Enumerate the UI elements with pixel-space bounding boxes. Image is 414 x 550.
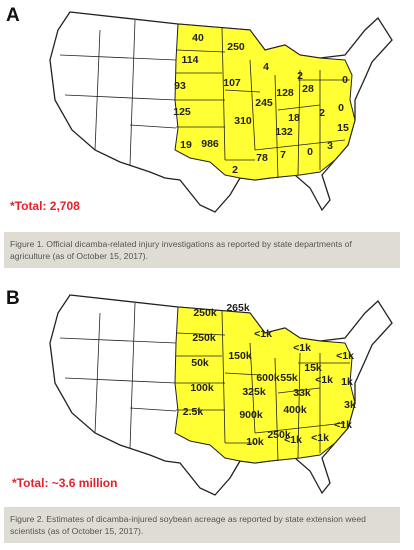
state-label: 2	[232, 164, 238, 176]
panel-letter: B	[6, 288, 20, 309]
state-label: 986	[201, 138, 219, 150]
us-map	[49, 294, 393, 496]
panel-letter: A	[6, 5, 20, 26]
state-label: 4	[263, 61, 269, 73]
state-label: 600k	[256, 372, 280, 384]
caption: Figure 2. Estimates of dicamba-injured s…	[4, 507, 400, 543]
state-label: 55k	[280, 372, 298, 384]
state-label: 310	[234, 115, 252, 127]
state-label: 107	[223, 77, 241, 89]
state-label: 15k	[304, 362, 322, 374]
state-label: 250k	[193, 307, 217, 319]
state-label: 78	[256, 152, 268, 164]
state-label: 3k	[344, 399, 356, 411]
total: *Total: ~3.6 million	[12, 476, 117, 490]
state-label: <1k	[311, 432, 329, 444]
state-label: 0	[342, 74, 348, 86]
state-label: 400k	[283, 404, 307, 416]
state-label: 50k	[191, 357, 209, 369]
total: *Total: 2,708	[10, 199, 80, 213]
state-label: 114	[182, 54, 199, 66]
state-label: <1k	[336, 350, 354, 362]
state-label: 0	[307, 146, 313, 158]
state-label: 1k	[341, 376, 353, 388]
state-label: 250k	[192, 332, 216, 344]
state-label: <1k	[315, 374, 333, 386]
state-label: 125	[173, 106, 191, 118]
state-label: 2.5k	[183, 406, 204, 418]
state-label: 132	[275, 126, 293, 138]
state-label: 150k	[228, 350, 252, 362]
state-label: 245	[255, 97, 273, 109]
state-label: <1k	[284, 434, 302, 446]
state-label: 325k	[242, 386, 266, 398]
state-label: <1k	[334, 419, 352, 431]
state-label: 19	[180, 139, 192, 151]
state-label: 250k	[267, 429, 291, 441]
state-label: 900k	[239, 409, 263, 421]
state-label: <1k	[293, 342, 311, 354]
state-label: 2	[297, 70, 303, 82]
state-label: 93	[174, 80, 186, 92]
state-label: 3	[327, 140, 333, 152]
state-label: 10k	[246, 436, 264, 448]
state-label: 250	[227, 41, 245, 53]
state-label: 128	[276, 87, 294, 99]
state-label: 2	[319, 107, 325, 119]
state-label: 265k	[226, 302, 250, 314]
state-label: 18	[288, 112, 300, 124]
state-label: 0	[338, 102, 344, 114]
state-label: 33k	[293, 387, 311, 399]
state-label: 15	[337, 122, 349, 134]
state-label: 40	[192, 32, 204, 44]
state-label: <1k	[254, 328, 272, 340]
state-label: 7	[280, 149, 286, 161]
caption: Figure 1. Official dicamba-related injur…	[4, 232, 400, 268]
state-label: 100k	[190, 382, 214, 394]
state-label: 28	[302, 83, 314, 95]
